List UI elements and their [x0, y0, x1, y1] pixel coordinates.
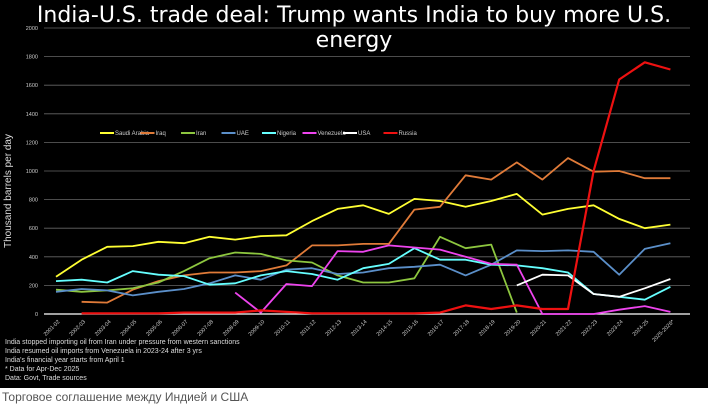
- x-tick-label: 2004-05: [120, 319, 139, 338]
- x-tick-label: 2009-10: [248, 319, 267, 338]
- footnote: India stopped importing oil from Iran un…: [5, 339, 240, 346]
- x-tick-label: 2024-25: [632, 319, 651, 338]
- y-tick-label: 1600: [26, 83, 38, 89]
- footnotes: India stopped importing oil from Iran un…: [5, 338, 240, 383]
- y-tick-label: 600: [29, 226, 38, 232]
- x-tick-label: 2014-15: [376, 319, 395, 338]
- y-tick-label: 200: [29, 283, 38, 289]
- line-chart: 0 200 400 600 800 1000 1200 1400 1600 1800 2000 Tho…: [3, 26, 690, 344]
- footnote: * Data for Apr-Dec 2025: [5, 366, 80, 373]
- x-tick-label: 2006-07: [171, 319, 190, 338]
- legend-label: Venezuela: [318, 131, 347, 137]
- x-tick-label: 2013-14: [350, 319, 369, 338]
- series-line-uae: [55, 242, 671, 297]
- footnote: India's financial year starts from April…: [5, 357, 125, 364]
- legend-label: Nigeria: [277, 131, 297, 137]
- x-tick-label: 2003-04: [94, 319, 113, 338]
- legend-label: Iraq: [156, 131, 166, 137]
- x-tick-label: 2012-13: [324, 319, 343, 338]
- x-tick-label: 2015-16: [401, 319, 420, 338]
- series-line-usa: [516, 273, 671, 298]
- x-tick-label: 2002-03: [68, 319, 87, 338]
- y-tick-label: 1000: [26, 169, 38, 175]
- y-tick-label: 1800: [26, 55, 38, 61]
- legend-label: UAE: [237, 131, 249, 137]
- x-tick-label: 2023-24: [606, 319, 625, 338]
- legend-label: Russia: [399, 131, 418, 137]
- x-tick-label: 2019-20: [504, 319, 523, 338]
- x-tick-label: 2025-2026*: [651, 319, 676, 344]
- legend-label: Saudi Arabia: [115, 131, 150, 137]
- y-tick-label: 400: [29, 255, 38, 261]
- chart-container: India-U.S. trade deal: Trump wants India…: [0, 0, 708, 388]
- x-tick-label: 2010-11: [274, 319, 292, 337]
- y-tick-label: 1200: [26, 140, 38, 146]
- y-axis-label: Thousand barrels per day: [3, 134, 14, 248]
- footnote: Data: Govt, Trade sources: [5, 375, 87, 382]
- y-tick-label: 800: [29, 198, 38, 204]
- x-tick-label: 2005-06: [145, 319, 164, 338]
- y-tick-label: 2000: [26, 26, 38, 32]
- x-tick-label: 2017-18: [452, 319, 471, 338]
- legend-label: Iran: [196, 131, 206, 137]
- image-caption: Торговое соглашение между Индией и США: [2, 390, 249, 404]
- chart-title: India-U.S. trade deal: Trump wants India…: [36, 3, 672, 53]
- x-tick-label: 2008-09: [222, 319, 241, 338]
- series-line-russia: [81, 61, 671, 315]
- x-tick-label: 2011-12: [299, 319, 317, 337]
- footnote: India resumed oil imports from Venezuela…: [5, 348, 202, 355]
- y-tick-label: 0: [35, 312, 38, 318]
- x-tick-label: 2001-02: [43, 319, 62, 338]
- x-tick-label: 2018-19: [478, 319, 497, 338]
- series-line-nigeria: [55, 247, 671, 301]
- series-line-saudi-arabia: [55, 193, 671, 278]
- x-tick-label: 2020-21: [529, 319, 548, 338]
- x-tick-label: 2016-17: [427, 319, 446, 338]
- series-line-venezuela: [234, 244, 671, 315]
- legend-label: USA: [358, 131, 370, 137]
- x-tick-label: 2007-08: [196, 319, 215, 338]
- y-tick-label: 1400: [26, 112, 38, 118]
- x-tick-label: 2022-23: [580, 319, 599, 338]
- series-line-iran: [55, 235, 518, 313]
- x-tick-label: 2021-22: [555, 319, 574, 338]
